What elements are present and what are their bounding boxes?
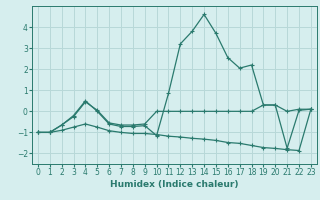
X-axis label: Humidex (Indice chaleur): Humidex (Indice chaleur) xyxy=(110,180,239,189)
